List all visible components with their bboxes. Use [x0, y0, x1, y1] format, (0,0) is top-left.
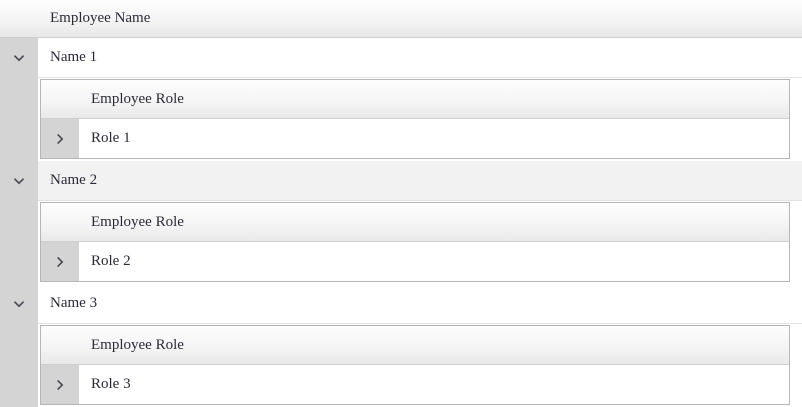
header-expander-spacer — [0, 0, 38, 38]
inner-grid-header-row: Employee Role — [41, 80, 789, 119]
inner-row-expander-button[interactable] — [41, 365, 79, 404]
inner-table-row[interactable]: Role 3 — [41, 365, 789, 404]
detail-body: Employee Role Role 1 — [38, 78, 802, 161]
employee-name-value: Name 1 — [50, 49, 98, 65]
detail-body: Employee Role Role 3 — [38, 324, 802, 407]
column-header-label: Employee Name — [50, 10, 151, 26]
cell-employee-name[interactable]: Name 2 — [38, 161, 802, 201]
chevron-down-icon — [12, 297, 26, 311]
inner-row-expander-button[interactable] — [41, 242, 79, 281]
employee-role-value: Role 3 — [91, 376, 131, 392]
inner-grid-header-row: Employee Role — [41, 203, 789, 242]
detail-indent-spacer — [0, 324, 38, 407]
table-row[interactable]: Name 2 — [0, 161, 802, 201]
employee-role-value: Role 1 — [91, 130, 131, 146]
table-row[interactable]: Name 3 — [0, 284, 802, 324]
cell-employee-role[interactable]: Role 2 — [79, 242, 789, 281]
column-header-employee-name[interactable]: Employee Name — [38, 0, 802, 38]
cell-employee-name[interactable]: Name 1 — [38, 38, 802, 78]
column-header-employee-role[interactable]: Employee Role — [79, 203, 789, 242]
employee-role-grid: Employee Role Role 3 — [40, 325, 790, 405]
row-detail-band: Employee Role Role 2 — [0, 201, 802, 284]
inner-table-row[interactable]: Role 1 — [41, 119, 789, 158]
chevron-right-icon — [53, 255, 67, 269]
chevron-down-icon — [12, 51, 26, 65]
chevron-down-icon — [12, 174, 26, 188]
inner-column-header-label: Employee Role — [91, 336, 184, 353]
column-header-employee-role[interactable]: Employee Role — [79, 326, 789, 365]
detail-indent-spacer — [0, 78, 38, 161]
detail-indent-spacer — [0, 201, 38, 284]
inner-header-expander-spacer — [41, 80, 79, 119]
row-expander-button[interactable] — [0, 284, 38, 324]
inner-header-expander-spacer — [41, 326, 79, 365]
employee-name-value: Name 2 — [50, 172, 98, 188]
grid-header-row: Employee Name — [0, 0, 802, 38]
inner-column-header-label: Employee Role — [91, 213, 184, 230]
chevron-right-icon — [53, 132, 67, 146]
row-expander-button[interactable] — [0, 161, 38, 201]
employee-name-value: Name 3 — [50, 295, 98, 311]
inner-header-expander-spacer — [41, 203, 79, 242]
employee-role-value: Role 2 — [91, 253, 131, 269]
inner-column-header-label: Employee Role — [91, 90, 184, 107]
employee-role-grid: Employee Role Role 2 — [40, 202, 790, 282]
row-expander-button[interactable] — [0, 38, 38, 78]
cell-employee-role[interactable]: Role 3 — [79, 365, 789, 404]
cell-employee-role[interactable]: Role 1 — [79, 119, 789, 158]
row-detail-band: Employee Role Role 3 — [0, 324, 802, 407]
chevron-right-icon — [53, 378, 67, 392]
inner-table-row[interactable]: Role 2 — [41, 242, 789, 281]
inner-row-expander-button[interactable] — [41, 119, 79, 158]
column-header-employee-role[interactable]: Employee Role — [79, 80, 789, 119]
row-detail-band: Employee Role Role 1 — [0, 78, 802, 161]
table-row[interactable]: Name 1 — [0, 38, 802, 78]
detail-body: Employee Role Role 2 — [38, 201, 802, 284]
cell-employee-name[interactable]: Name 3 — [38, 284, 802, 324]
inner-grid-header-row: Employee Role — [41, 326, 789, 365]
employee-role-grid: Employee Role Role 1 — [40, 79, 790, 159]
